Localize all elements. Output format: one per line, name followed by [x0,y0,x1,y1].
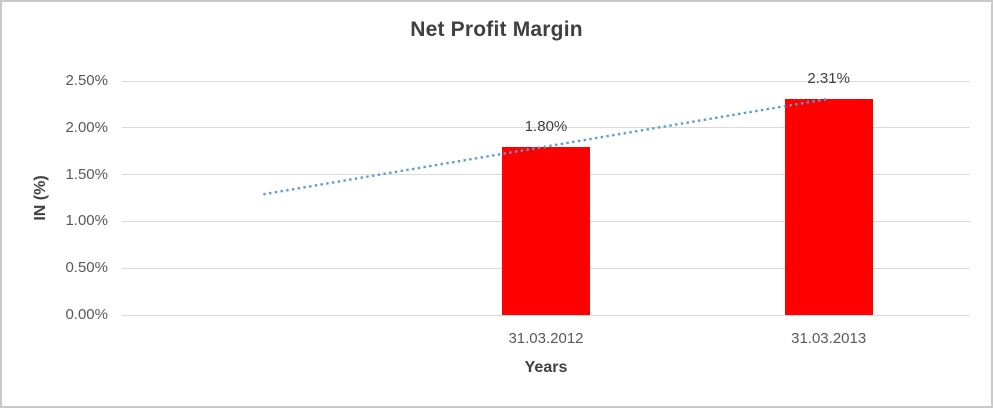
y-axis-tick-label: 0.50% [65,259,108,277]
bar [502,146,590,315]
y-axis-tick-label: 1.50% [65,165,108,183]
chart-title: Net Profit Margin [410,18,583,41]
gridline [122,314,970,316]
bar [784,98,873,315]
y-axis-tick-label: 0.00% [65,306,108,323]
y-axis-tick-label: 2.50% [65,72,108,89]
y-axis-tick-label: 2.00% [65,118,108,136]
y-axis-tick-label: 1.00% [65,212,108,230]
x-axis-tick-label: 31.03.2012 [508,330,584,347]
x-axis-title-label: Years [524,359,568,376]
x-axis-tick-label: 31.03.2013 [791,330,867,347]
bar-value-label: 2.31% [807,69,850,87]
gridline [122,80,970,82]
bar-value-label: 1.80% [524,117,568,135]
